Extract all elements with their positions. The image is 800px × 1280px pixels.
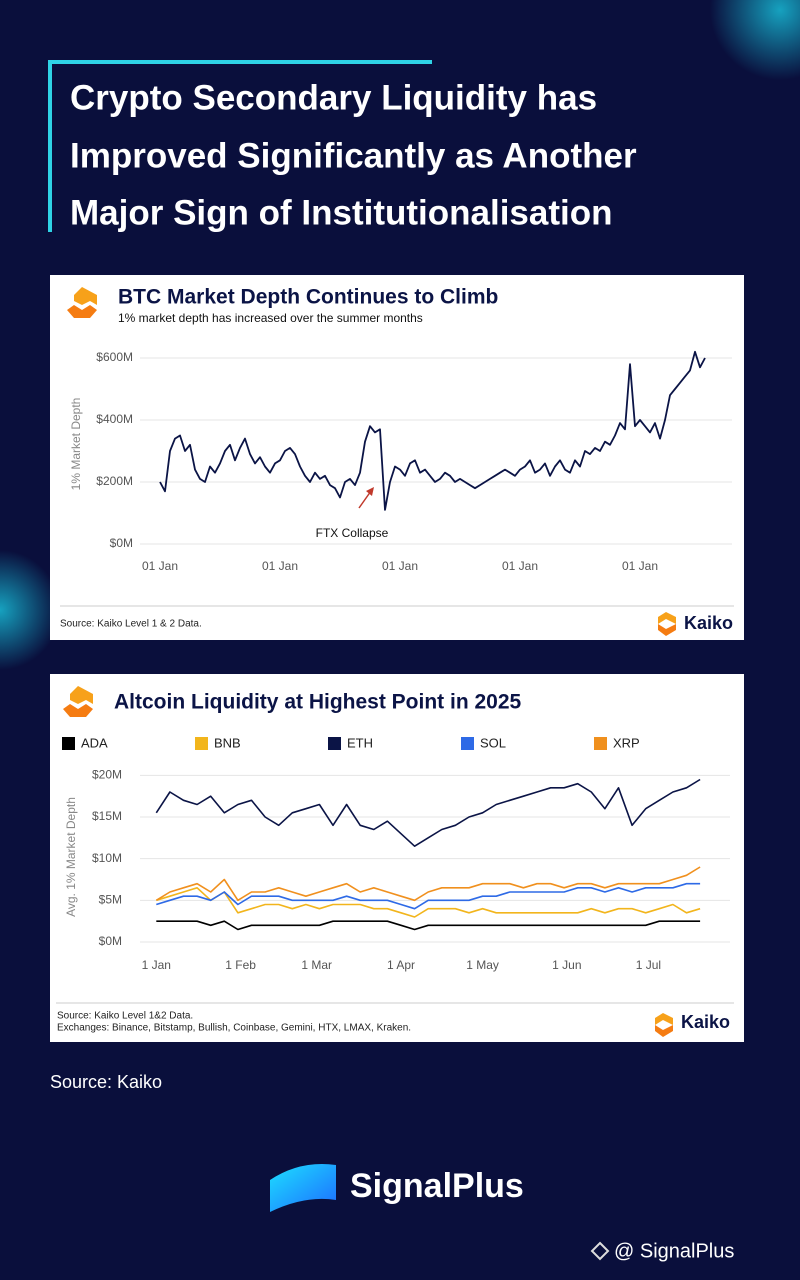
kaiko-icon [655, 1013, 673, 1037]
legend-label: XRP [613, 735, 640, 750]
data-line [155, 866, 701, 902]
legend-swatch [461, 737, 474, 750]
y-tick-label: $600M [96, 350, 133, 364]
chart-subtitle: 1% market depth has increased over the s… [118, 311, 423, 325]
title-line: Improved Significantly as Another [70, 136, 637, 175]
y-tick-label: $400M [96, 412, 133, 426]
legend-swatch [328, 737, 341, 750]
x-tick-label: 1 Jul [636, 958, 661, 972]
y-tick-label: $15M [92, 809, 122, 823]
data-line [155, 778, 701, 847]
source-note: Exchanges: Binance, Bitstamp, Bullish, C… [57, 1023, 411, 1034]
source-note: Source: Kaiko Level 1&2 Data. [57, 1011, 193, 1022]
chart-title: BTC Market Depth Continues to Climb [118, 286, 498, 309]
x-tick-label: 01 Jan [382, 559, 418, 573]
data-line [156, 887, 701, 918]
handle-icon [590, 1241, 610, 1261]
kaiko-icon [658, 612, 676, 636]
legend-swatch [62, 737, 75, 750]
legend-label: ETH [347, 735, 373, 750]
logo [67, 287, 97, 318]
accent-bar [48, 60, 52, 232]
y-tick-label: $20M [92, 768, 122, 782]
legend-label: ADA [81, 735, 108, 750]
y-tick-label: $200M [96, 474, 133, 488]
y-tick-label: $0M [99, 934, 122, 948]
legend-swatch [594, 737, 607, 750]
brand-icon [270, 1164, 336, 1212]
x-tick-label: 1 Jun [552, 958, 581, 972]
title-line: Major Sign of Institutionalisation [70, 193, 612, 232]
y-tick-label: $5M [99, 893, 122, 907]
data-line [159, 350, 706, 511]
handle: @ SignalPlus [614, 1240, 734, 1262]
legend-label: BNB [214, 735, 241, 750]
chart-title: Altcoin Liquidity at Highest Point in 20… [114, 691, 522, 714]
x-tick-label: 1 Feb [225, 958, 256, 972]
brand-name: SignalPlus [350, 1167, 524, 1205]
x-tick-label: 1 Jan [142, 958, 171, 972]
accent-line [48, 60, 432, 64]
logo [63, 686, 93, 717]
legend-label: SOL [480, 735, 506, 750]
annotation-arrow [358, 490, 372, 509]
x-tick-label: 01 Jan [142, 559, 178, 573]
x-tick-label: 01 Jan [262, 559, 298, 573]
y-axis-label: 1% Market Depth [69, 398, 83, 491]
x-tick-label: 1 May [466, 958, 499, 972]
y-tick-label: $10M [92, 851, 122, 865]
x-tick-label: 1 Mar [301, 958, 332, 972]
glow [0, 550, 60, 670]
kaiko-logo: Kaiko [681, 1012, 730, 1032]
chart-panel [50, 275, 744, 640]
data-line [156, 920, 701, 931]
legend-swatch [195, 737, 208, 750]
glow [710, 0, 800, 80]
kaiko-logo: Kaiko [684, 613, 733, 633]
y-axis-label: Avg. 1% Market Depth [64, 797, 78, 917]
arrow-head [366, 487, 374, 496]
y-tick-label: $0M [110, 536, 133, 550]
data-line [156, 882, 701, 910]
annotation: FTX Collapse [316, 526, 389, 540]
x-tick-label: 01 Jan [622, 559, 658, 573]
chart-panel [50, 674, 744, 1042]
title-line: Crypto Secondary Liquidity has [70, 78, 597, 117]
page-source: Source: Kaiko [50, 1072, 162, 1092]
x-tick-label: 1 Apr [387, 958, 415, 972]
x-tick-label: 01 Jan [502, 559, 538, 573]
source-note: Source: Kaiko Level 1 & 2 Data. [60, 619, 202, 630]
